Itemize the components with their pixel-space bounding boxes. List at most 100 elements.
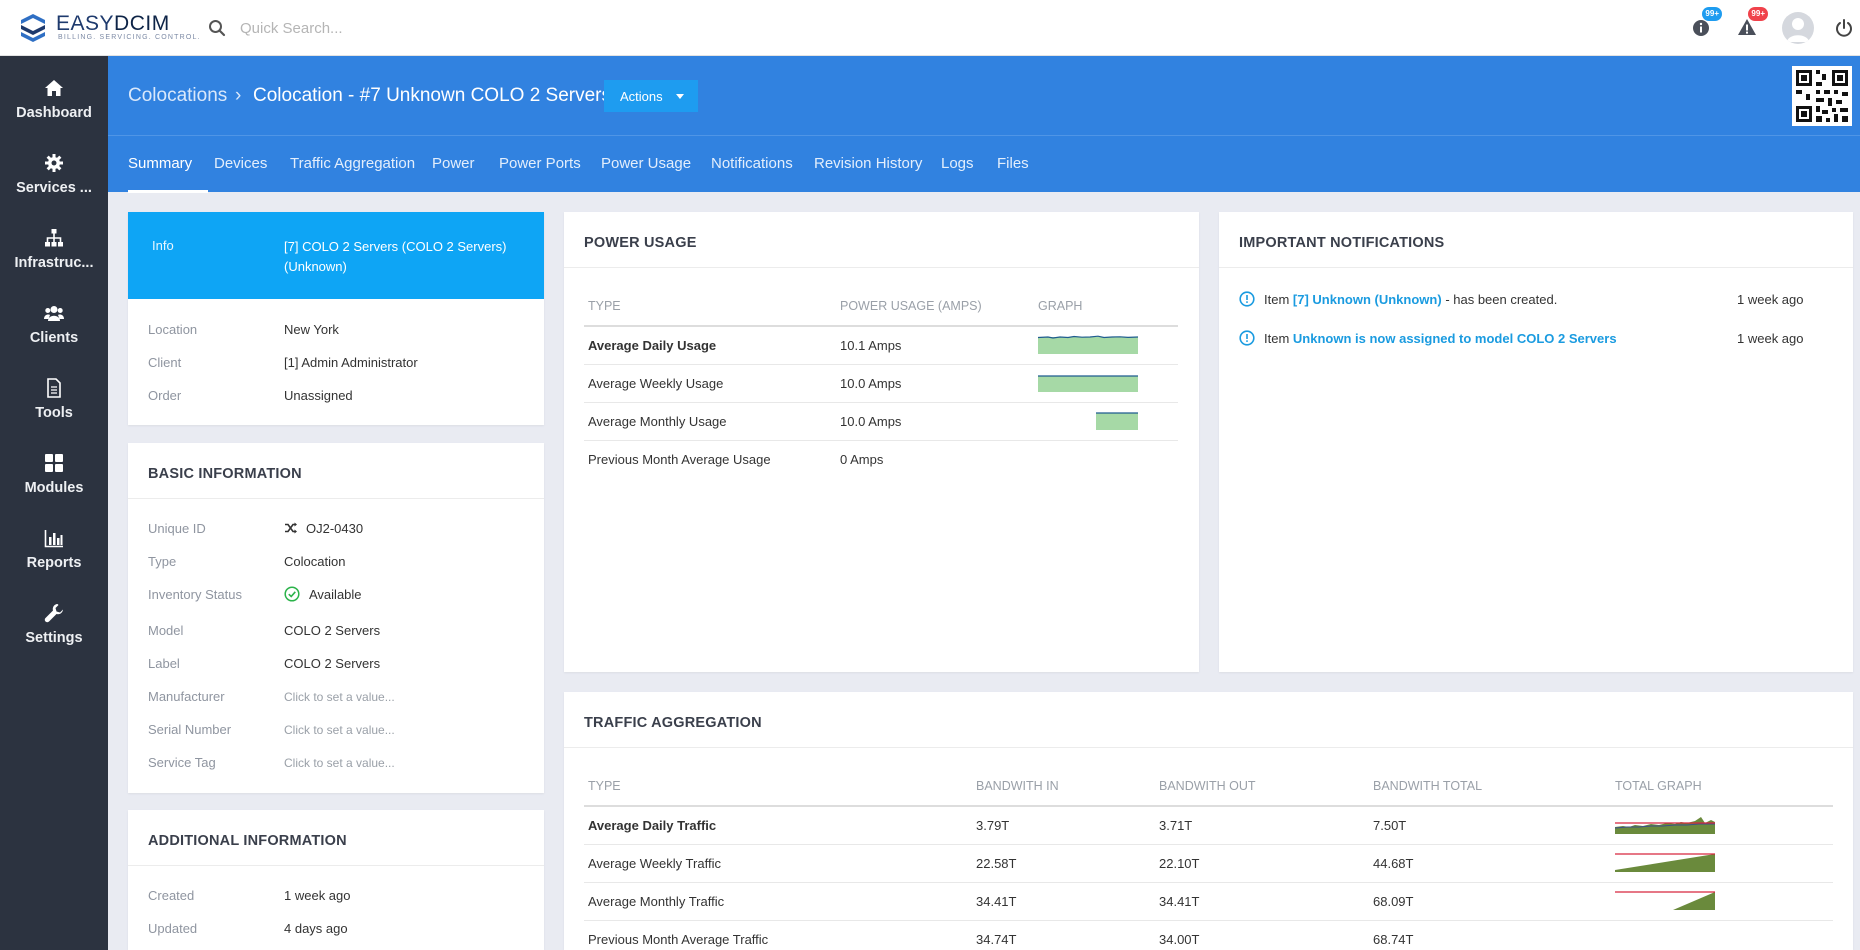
tab-files[interactable]: Files — [997, 155, 1029, 172]
bandwidth-out-cell: 34.41T — [1155, 882, 1369, 921]
qr-code[interactable] — [1792, 66, 1852, 126]
usage-cell: 10.0 Amps — [836, 402, 1034, 441]
unique-id-value: OJ2-0430 — [306, 521, 364, 536]
tab-power-usage[interactable]: Power Usage — [601, 155, 692, 172]
tab-power-ports[interactable]: Power Ports — [499, 155, 581, 172]
sidebar-item-label: Reports — [26, 555, 82, 571]
client-value[interactable]: [1] Admin Administrator — [284, 355, 418, 370]
sidebar-item-settings[interactable]: Settings — [0, 581, 108, 656]
warning-icon — [1738, 19, 1756, 35]
sidebar-item-reports[interactable]: Reports — [0, 506, 108, 581]
card-title: TRAFFIC AGGREGATION — [584, 715, 762, 731]
active-tab-indicator — [128, 190, 208, 193]
inventory-status-value: Available — [309, 587, 362, 602]
client-label: Client — [148, 355, 182, 370]
column-header: TYPE — [584, 766, 972, 807]
bandwidth-in-cell: 3.79T — [972, 806, 1155, 845]
traffic-graph[interactable] — [1615, 890, 1715, 910]
alert-circle-icon — [1239, 291, 1255, 307]
shuffle-icon — [285, 522, 297, 534]
notification-link[interactable]: Unknown is now assigned to model COLO 2 … — [1292, 331, 1617, 346]
sidebar-item-label: Dashboard — [16, 105, 92, 121]
type-cell: Average Daily Usage — [584, 326, 836, 365]
column-header: BANDWITH IN — [972, 766, 1155, 807]
traffic-graph[interactable] — [1615, 852, 1715, 872]
graph-cell — [1034, 440, 1178, 478]
card-title: IMPORTANT NOTIFICATIONS — [1239, 235, 1445, 251]
tab-revision-history[interactable]: Revision History — [814, 155, 923, 172]
traffic-aggregation-table: TYPE BANDWITH IN BANDWITH OUT BANDWITH T… — [584, 766, 1833, 950]
tab-summary[interactable]: Summary — [128, 155, 193, 172]
actions-dropdown-button[interactable]: Actions — [604, 80, 698, 112]
model-value: COLO 2 Servers — [284, 623, 381, 638]
notification-text: Item [7] Unknown (Unknown) - has been cr… — [1264, 292, 1558, 307]
tab-traffic-aggregation[interactable]: Traffic Aggregation — [290, 155, 416, 172]
tab-devices[interactable]: Devices — [214, 155, 268, 172]
type-label: Type — [148, 554, 177, 569]
service-tag-editable[interactable]: Click to set a value... — [284, 756, 395, 770]
info-notifications-button[interactable]: 99+ — [1688, 7, 1722, 40]
bandwidth-in-cell: 34.41T — [972, 882, 1155, 921]
updated-label: Updated — [148, 921, 198, 936]
sparkline-graph[interactable] — [1038, 372, 1138, 392]
model-label: Model — [148, 623, 184, 638]
graph-cell — [1034, 326, 1178, 365]
alerts-button[interactable]: 99+ — [1734, 7, 1768, 40]
avatar[interactable] — [1782, 12, 1814, 44]
sidebar-item-modules[interactable]: Modules — [0, 431, 108, 506]
unique-id-label: Unique ID — [148, 521, 206, 536]
info-badge: 99+ — [1702, 7, 1722, 21]
sidebar-item-tools[interactable]: Tools — [0, 356, 108, 431]
table-header-row: TYPE POWER USAGE (AMPS) GRAPH — [584, 286, 1178, 327]
breadcrumb-colocations[interactable]: Colocations — [128, 85, 228, 106]
notification-link[interactable]: [7] Unknown (Unknown) — [1292, 292, 1442, 307]
search-input[interactable] — [240, 16, 560, 40]
bandwidth-out-cell: 22.10T — [1155, 844, 1369, 883]
search-icon[interactable] — [208, 19, 226, 37]
bandwidth-total-cell: 44.68T — [1369, 844, 1611, 883]
serial-number-editable[interactable]: Click to set a value... — [284, 723, 395, 737]
service-tag-label: Service Tag — [148, 755, 216, 770]
sparkline-graph[interactable] — [1038, 410, 1138, 430]
sidebar-item-dashboard[interactable]: Dashboard — [0, 56, 108, 131]
breadcrumb-separator: › — [235, 85, 242, 106]
notification-date: 1 week ago — [1737, 292, 1804, 307]
usage-cell: 0 Amps — [840, 451, 884, 467]
sparkline-graph[interactable] — [1037, 334, 1139, 354]
table-row: Average Monthly Traffic 34.41T 34.41T 68… — [584, 882, 1833, 921]
type-cell: Previous Month Average Usage — [588, 451, 771, 467]
serial-number-label: Serial Number — [148, 722, 232, 737]
quick-search — [208, 16, 568, 40]
info-header: Info [7] COLO 2 Servers (COLO 2 Servers)… — [128, 212, 544, 299]
table-row: Average Monthly Usage 10.0 Amps — [584, 402, 1178, 441]
column-header: TYPE — [584, 286, 836, 327]
page-header: Colocations › Colocation - #7 Unknown CO… — [108, 56, 1860, 193]
tab-logs[interactable]: Logs — [941, 155, 974, 172]
sidebar: Dashboard Services ... Infrastruc... Cli… — [0, 56, 108, 950]
sidebar-item-services[interactable]: Services ... — [0, 131, 108, 206]
table-row: Previous Month Average Usage 0 Amps — [584, 440, 1178, 478]
logo[interactable]: EASYDCIM BILLING. SERVICING. CONTROL. — [18, 10, 200, 46]
table-row: Previous Month Average Traffic 34.74T 34… — [584, 920, 1833, 950]
tab-notifications[interactable]: Notifications — [711, 155, 793, 172]
usage-cell: 10.1 Amps — [836, 326, 1034, 365]
type-cell: Average Weekly Usage — [584, 364, 836, 403]
notification-text: Item Unknown is now assigned to model CO… — [1264, 331, 1617, 346]
manufacturer-editable[interactable]: Click to set a value... — [284, 690, 395, 704]
bandwidth-out-cell: 34.00T — [1159, 931, 1200, 947]
sidebar-item-clients[interactable]: Clients — [0, 281, 108, 356]
wrench-icon — [44, 604, 63, 623]
power-usage-card: POWER USAGE TYPE POWER USAGE (AMPS) GRAP… — [564, 212, 1199, 672]
graph-cell — [1611, 806, 1833, 845]
sidebar-item-infrastructure[interactable]: Infrastruc... — [0, 206, 108, 281]
traffic-aggregation-card: TRAFFIC AGGREGATION TYPE BANDWITH IN BAN… — [564, 692, 1853, 950]
graph-cell — [1034, 364, 1178, 403]
traffic-graph[interactable] — [1614, 814, 1715, 834]
power-usage-table: TYPE POWER USAGE (AMPS) GRAPH Average Da… — [584, 286, 1178, 478]
tab-power[interactable]: Power — [432, 155, 475, 172]
column-header: BANDWITH OUT — [1155, 766, 1369, 807]
sitemap-icon — [45, 229, 63, 247]
power-off-icon[interactable] — [1834, 18, 1854, 38]
gear-icon — [45, 154, 63, 172]
info-icon — [1693, 20, 1709, 36]
